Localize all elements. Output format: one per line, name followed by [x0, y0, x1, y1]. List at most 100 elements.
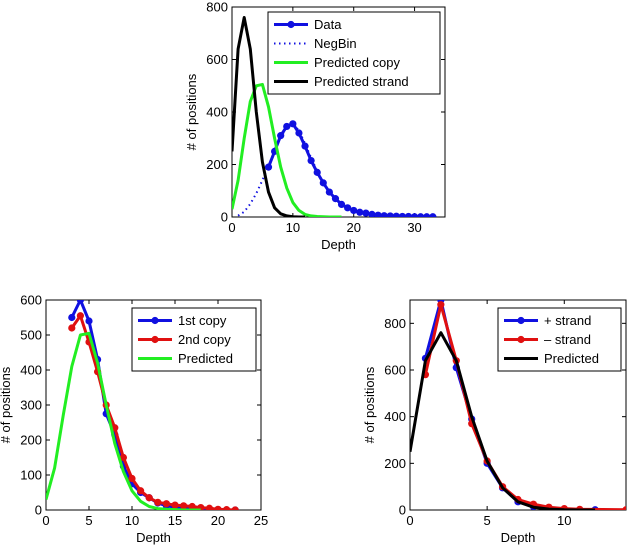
series-line-4: [232, 16, 305, 217]
data-point: [423, 213, 431, 217]
y-tick-label: 200: [384, 456, 406, 471]
data-point: [283, 122, 291, 131]
x-tick-label: 0: [228, 220, 235, 235]
data-point: [295, 129, 303, 137]
y-tick-label: 600: [206, 52, 228, 67]
y-tick-label: 600: [384, 363, 406, 378]
legend: 1st copy 2nd copy Predicted: [131, 307, 257, 372]
data-point: [145, 494, 153, 502]
x-tick-label: 0: [42, 513, 49, 528]
data-point: [622, 506, 626, 510]
y-tick-label: 400: [384, 409, 406, 424]
legend-marker: [287, 20, 295, 29]
series-group: [232, 16, 439, 217]
data-point: [223, 506, 231, 510]
y-tick-label: 500: [20, 328, 42, 343]
data-point: [313, 168, 321, 176]
legend-label: Predicted: [178, 351, 233, 366]
chart-1: 0 10 20 30 0 200 400 600 800 Depth # of positions D…: [184, 0, 446, 252]
chart-3: 0 5 10 0 200 400 600 800 Depth # of positions + st…: [362, 299, 627, 545]
data-point: [154, 498, 162, 506]
data-point: [85, 317, 93, 325]
legend-marker: [151, 316, 159, 325]
legend-marker: [517, 335, 525, 344]
x-tick-label: 5: [484, 513, 491, 528]
data-point: [301, 142, 309, 150]
y-tick-label: 300: [20, 398, 42, 413]
series-line-3: [232, 82, 342, 217]
data-point: [119, 453, 127, 462]
y-axis-label: # of positions: [0, 366, 13, 443]
legend: + strand – strand Predicted: [497, 307, 622, 372]
data-point: [180, 502, 188, 510]
series-line-2: [237, 122, 439, 217]
x-tick-label: 15: [168, 513, 182, 528]
data-point: [162, 500, 170, 508]
data-point: [68, 324, 76, 332]
data-point: [231, 506, 239, 510]
x-tick-label: 5: [85, 513, 92, 528]
legend-label: 2nd copy: [178, 332, 231, 347]
data-point: [68, 313, 76, 322]
legend-label: 1st copy: [178, 313, 227, 328]
legend-marker: [517, 316, 525, 325]
data-point: [214, 505, 222, 510]
data-point: [417, 213, 425, 217]
legend-label: Predicted strand: [314, 74, 409, 89]
legend-label: NegBin: [314, 36, 357, 51]
data-point: [337, 200, 346, 208]
y-tick-label: 400: [206, 105, 228, 120]
legend-marker: [151, 335, 159, 344]
x-tick-label: 10: [125, 513, 139, 528]
data-point: [386, 212, 394, 217]
x-tick-label: 20: [211, 513, 225, 528]
data-point: [205, 504, 213, 510]
legend-label: Predicted: [544, 351, 599, 366]
y-axis-label: # of positions: [184, 73, 199, 150]
legend-label: Predicted copy: [314, 55, 400, 70]
legend: Data NegBin Predicted copy Predicted strand: [267, 11, 441, 95]
data-point: [197, 503, 205, 510]
data-point: [137, 487, 145, 495]
y-tick-label: 800: [384, 316, 406, 331]
legend-label: Data: [314, 17, 342, 32]
data-point: [368, 210, 376, 217]
y-axis-label: # of positions: [362, 366, 377, 443]
y-tick-label: 0: [399, 503, 406, 518]
y-tick-label: 200: [206, 157, 228, 172]
y-tick-label: 800: [206, 0, 228, 15]
data-point: [325, 188, 333, 196]
data-point: [307, 156, 315, 165]
series-line-3: [410, 331, 596, 510]
x-axis-label: Depth: [136, 530, 171, 545]
chart-2: 0 5 10 15 20 25 0 100 200 300 400 500 600 Depth # of p…: [0, 293, 268, 546]
y-tick-label: 0: [221, 210, 228, 225]
data-point: [171, 501, 179, 509]
y-tick-label: 0: [35, 503, 42, 518]
data-point: [437, 301, 445, 309]
series-group: [410, 300, 626, 510]
series-line-3: [46, 331, 201, 510]
data-point: [362, 209, 370, 217]
y-tick-label: 100: [20, 468, 42, 483]
data-point: [76, 312, 84, 320]
y-tick-label: 600: [20, 293, 42, 308]
plot-area: [409, 299, 627, 511]
x-axis-label: Depth: [501, 530, 536, 545]
data-point: [188, 502, 196, 510]
data-point: [76, 300, 84, 304]
data-point: [277, 132, 285, 140]
x-tick-label: 20: [346, 220, 360, 235]
x-tick-label: 10: [557, 513, 571, 528]
x-axis-label: Depth: [321, 237, 356, 252]
x-tick-label: 30: [407, 220, 421, 235]
y-tick-label: 200: [20, 433, 42, 448]
x-tick-label: 25: [254, 513, 268, 528]
legend-label: – strand: [544, 332, 591, 347]
data-point: [289, 120, 297, 128]
data-point: [356, 208, 364, 216]
legend-label: + strand: [544, 313, 591, 328]
data-point: [128, 474, 136, 483]
data-point: [392, 212, 400, 217]
